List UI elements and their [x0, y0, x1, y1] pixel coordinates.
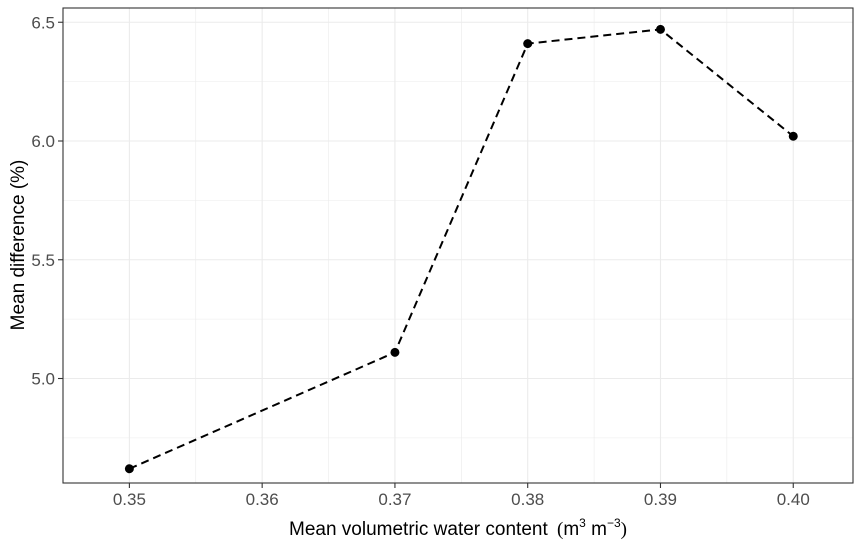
- x-tick-label: 0.38: [511, 490, 544, 509]
- x-tick-label: 0.36: [246, 490, 279, 509]
- x-axis-unit-m2: m: [586, 519, 607, 540]
- y-tick-label: 6.0: [31, 132, 55, 151]
- x-axis-unit-close: ): [621, 519, 627, 540]
- x-axis-unit-open: (: [557, 519, 563, 540]
- data-point: [788, 131, 798, 141]
- x-tick-label: 0.40: [777, 490, 810, 509]
- y-tick-label: 5.0: [31, 370, 55, 389]
- series-layer: [124, 24, 798, 474]
- panel-border: [62, 7, 854, 484]
- y-tick-label: 6.5: [31, 13, 55, 32]
- y-tick-label: 5.5: [31, 251, 55, 270]
- x-axis-unit-exp1: 3: [579, 516, 586, 530]
- x-axis-title: Mean volumetric water content (m3 m−3): [289, 516, 627, 540]
- axis-ticks: 0.35 0.36 0.37 0.38 0.39 0.40 5.0 5.5 6.0 6.5: [31, 13, 809, 509]
- y-axis-title: Mean difference (%): [8, 160, 29, 331]
- data-point: [523, 39, 533, 49]
- data-point: [124, 464, 134, 474]
- x-axis-label: Mean volumetric water content: [289, 519, 548, 540]
- x-tick-label: 0.35: [113, 490, 146, 509]
- x-tick-label: 0.39: [644, 490, 677, 509]
- x-tick-label: 0.37: [378, 490, 411, 509]
- x-axis-unit-m: m: [563, 519, 579, 540]
- grid-layer: [63, 8, 853, 483]
- data-point: [655, 24, 665, 34]
- x-axis-unit-exp2: −3: [607, 516, 621, 530]
- data-point: [390, 347, 400, 357]
